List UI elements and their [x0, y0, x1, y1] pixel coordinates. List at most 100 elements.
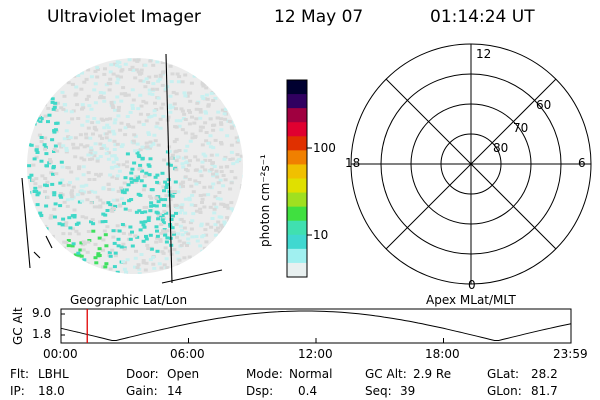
image-pixel — [120, 188, 125, 192]
image-pixel — [68, 136, 73, 140]
image-pixel — [29, 143, 34, 147]
image-pixel — [101, 187, 106, 191]
image-pixel — [85, 119, 90, 123]
image-pixel — [156, 96, 161, 100]
image-pixel — [107, 251, 112, 255]
image-pixel — [131, 68, 136, 72]
image-pixel — [231, 102, 236, 106]
image-pixel — [229, 89, 233, 93]
image-pixel — [229, 110, 234, 114]
image-pixel — [40, 174, 45, 178]
image-pixel — [95, 159, 100, 163]
image-pixel — [221, 98, 226, 102]
image-pixel — [202, 82, 207, 86]
image-pixel — [52, 207, 57, 211]
image-pixel — [95, 195, 100, 199]
door-label: Door: — [126, 367, 159, 381]
image-pixel — [221, 239, 226, 243]
image-pixel — [96, 273, 101, 274]
image-pixel — [128, 232, 133, 236]
image-pixel — [129, 198, 134, 201]
image-pixel — [238, 213, 243, 217]
image-pixel — [115, 81, 120, 85]
mode-label: Mode: — [246, 367, 283, 381]
image-pixel — [211, 182, 216, 186]
image-pixel — [49, 255, 54, 259]
altitude-xtick-1800: 18:00 — [425, 347, 460, 361]
image-pixel — [191, 190, 196, 194]
image-pixel — [80, 103, 85, 107]
image-pixel — [177, 149, 182, 152]
image-pixel — [183, 131, 188, 135]
image-pixel — [203, 154, 208, 158]
image-pixel — [102, 126, 107, 130]
image-pixel — [66, 183, 71, 187]
image-pixel — [37, 244, 42, 248]
polar-lat-60: 60 — [536, 98, 552, 112]
image-pixel — [87, 178, 92, 181]
image-pixel — [84, 97, 89, 101]
image-pixel — [227, 252, 232, 256]
image-pixel — [187, 255, 192, 259]
image-pixel — [212, 211, 217, 215]
image-pixel — [57, 244, 62, 248]
image-pixel — [194, 235, 199, 239]
image-pixel — [231, 217, 236, 221]
image-pixel — [202, 193, 207, 197]
image-pixel — [230, 70, 235, 74]
image-pixel — [91, 222, 96, 226]
image-pixel — [237, 157, 242, 161]
altitude-ytick-low: 1.8 — [32, 327, 52, 341]
image-pixel — [227, 93, 232, 97]
image-pixel — [45, 180, 50, 184]
image-pixel — [145, 243, 150, 247]
image-pixel — [235, 160, 240, 164]
image-pixel — [30, 103, 35, 106]
image-pixel — [88, 136, 93, 140]
image-pixel — [64, 241, 69, 244]
image-pixel — [241, 81, 243, 85]
image-pixel — [172, 232, 176, 236]
image-pixel — [219, 85, 224, 89]
image-pixel — [111, 198, 116, 202]
image-pixel — [165, 266, 170, 270]
image-pixel — [86, 94, 91, 98]
image-pixel — [144, 273, 149, 274]
image-pixel — [220, 228, 225, 232]
image-pixel — [82, 190, 87, 194]
image-pixel — [150, 141, 155, 145]
image-pixel — [133, 265, 137, 269]
image-pixel — [217, 63, 222, 67]
image-pixel — [95, 68, 100, 71]
image-pixel — [74, 61, 79, 65]
image-pixel — [221, 174, 226, 177]
image-pixel — [149, 196, 154, 200]
image-pixel — [146, 216, 151, 220]
image-pixel — [115, 174, 120, 178]
image-pixel — [50, 88, 55, 92]
image-pixel — [142, 206, 147, 209]
image-pixel — [76, 74, 81, 77]
image-pixel — [119, 99, 124, 103]
image-pixel — [35, 145, 40, 149]
image-pixel — [111, 72, 116, 76]
image-pixel — [155, 229, 159, 233]
image-pixel — [224, 254, 229, 258]
image-pixel — [93, 190, 98, 194]
image-pixel — [52, 130, 57, 134]
header-date: 12 May 07 — [274, 7, 364, 27]
image-pixel — [147, 133, 151, 136]
seq-label: Seq: — [365, 384, 392, 398]
image-pixel — [43, 114, 48, 118]
image-pixel — [112, 121, 117, 125]
image-pixel — [228, 58, 232, 62]
image-pixel — [82, 80, 87, 84]
image-pixel — [66, 269, 71, 273]
image-pixel — [166, 162, 171, 166]
image-pixel — [188, 159, 192, 163]
image-pixel — [41, 81, 46, 85]
image-pixel — [170, 190, 175, 193]
image-pixel — [193, 256, 198, 260]
image-pixel — [201, 252, 206, 256]
image-pixel — [228, 264, 233, 267]
